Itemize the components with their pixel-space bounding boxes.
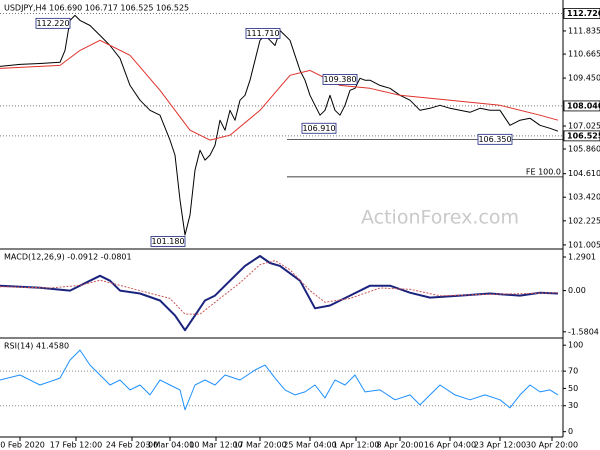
series-line xyxy=(0,260,559,315)
annotation-box xyxy=(35,17,71,29)
x-tick-label: 17 Mar 20:00 xyxy=(233,441,286,450)
price-level-label: 112.720 xyxy=(567,9,600,18)
y-tick-label: 1.2901 xyxy=(568,252,596,261)
line-label: FE 100.0 xyxy=(526,167,561,176)
watermark: ActionForex.com xyxy=(361,207,519,229)
x-tick-label: 8 Apr 20:00 xyxy=(376,441,423,450)
x-tick-label: 17 Feb 12:00 xyxy=(50,441,102,450)
y-tick-label: 100 xyxy=(568,341,583,350)
y-tick-label: 102.225 xyxy=(568,216,600,225)
price-level-label: 106.525 xyxy=(567,131,600,140)
x-tick-label: 10 Mar 12:00 xyxy=(189,441,242,450)
annotation-box xyxy=(245,28,281,39)
annotation-box xyxy=(322,74,358,85)
x-tick-label: 1 Apr 12:00 xyxy=(332,441,379,450)
annotation-label: 106.350 xyxy=(478,135,511,144)
x-tick-label: 23 Apr 12:00 xyxy=(474,441,526,450)
panel-title: MACD(12,26,9) -0.0912 -0.0801 xyxy=(4,253,132,262)
y-tick-label: -1.5804 xyxy=(568,327,599,336)
series-line xyxy=(0,255,559,332)
price-level-box xyxy=(563,130,600,142)
y-tick-label: 104.610 xyxy=(568,169,600,178)
y-tick-label: 101.005 xyxy=(568,240,600,249)
y-tick-label: 30 xyxy=(568,401,578,410)
y-tick-label: 107.025 xyxy=(568,121,600,130)
x-tick-label: 3 Mar 04:00 xyxy=(146,441,194,450)
panel-title: RSI(14) 41.4580 xyxy=(4,342,69,351)
y-tick-label: 50 xyxy=(568,384,578,393)
series-line xyxy=(0,39,559,141)
y-tick-label: 70 xyxy=(568,367,578,376)
panel-title: USDJPY,H4 106.690 106.717 106.525 106.52… xyxy=(4,4,189,13)
x-tick-label: 16 Apr 04:00 xyxy=(424,441,476,450)
annotation-box xyxy=(477,133,513,145)
annotation-box xyxy=(301,122,337,134)
y-tick-label: 109.450 xyxy=(568,74,600,83)
y-tick-label: 0.00 xyxy=(568,286,586,295)
x-tick-label: 30 Apr 20:00 xyxy=(526,441,578,450)
series-line xyxy=(0,349,559,411)
annotation-label: 112.220 xyxy=(36,19,69,28)
y-tick-label: 110.665 xyxy=(568,50,600,59)
annotation-label: 109.380 xyxy=(323,75,356,84)
annotation-label: 106.910 xyxy=(302,124,335,133)
x-tick-label: 10 Feb 2020 xyxy=(0,441,45,450)
price-level-box xyxy=(563,100,600,112)
annotation-box xyxy=(150,236,186,247)
y-tick-label: 111.835 xyxy=(568,26,600,35)
annotation-label: 111.710 xyxy=(246,29,279,38)
y-tick-label: 103.420 xyxy=(568,193,600,202)
x-tick-label: 24 Feb 20:00 xyxy=(106,441,158,450)
x-tick-label: 25 Mar 04:00 xyxy=(283,441,336,450)
price-level-box xyxy=(563,8,600,19)
y-tick-label: 105.860 xyxy=(568,145,600,154)
price-level-label: 108.040 xyxy=(567,101,600,110)
y-tick-label: 0 xyxy=(568,427,573,436)
annotation-label: 101.180 xyxy=(151,237,184,246)
